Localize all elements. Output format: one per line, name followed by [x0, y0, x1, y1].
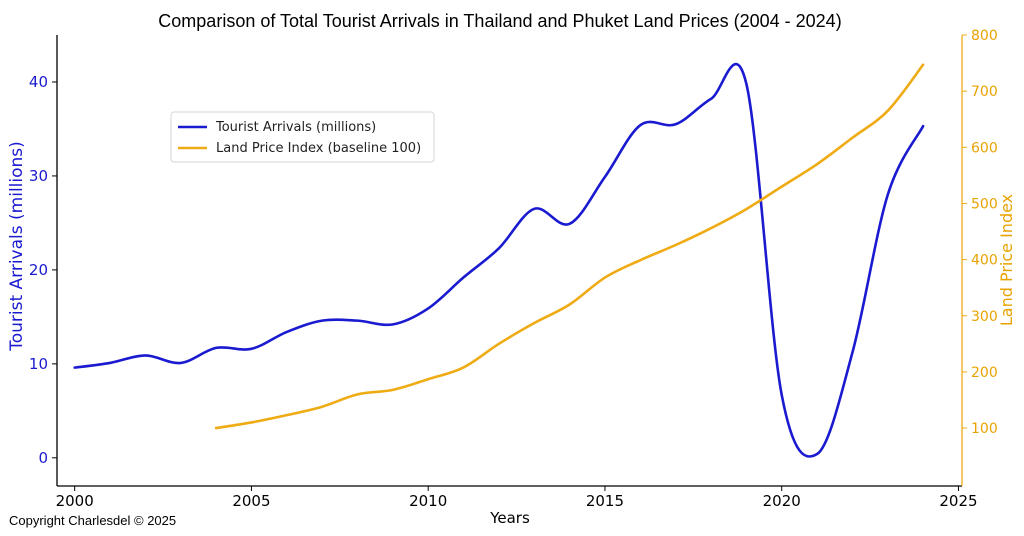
- legend: Tourist Arrivals (millions) Land Price I…: [170, 111, 435, 163]
- y-right-tick-label: 800: [971, 28, 998, 44]
- y-axis-left-label: Tourist Arrivals (millions): [7, 141, 27, 352]
- y-right-tick-label: 100: [971, 421, 998, 437]
- y-right-tick-label: 300: [971, 309, 998, 325]
- land-price-index-line: [214, 63, 925, 430]
- y-left-tick-label: 30: [29, 167, 48, 185]
- chart-title: Comparison of Total Tourist Arrivals in …: [158, 11, 841, 31]
- x-axis-label: Years: [489, 509, 530, 527]
- y-axis-right-label: Land Price Index: [997, 194, 1016, 326]
- x-tick-label: 2000: [56, 492, 94, 510]
- y-left-tick-label: 20: [29, 261, 48, 279]
- x-tick-label: 2010: [409, 492, 447, 510]
- y-right-tick-label: 200: [971, 365, 998, 381]
- y-left-tick-label: 0: [38, 449, 48, 467]
- tourist-arrivals-line: [73, 63, 925, 458]
- y-right-tick-label: 600: [971, 140, 998, 156]
- y-right-tick-label: 500: [971, 196, 998, 212]
- legend-label-tourist: Tourist Arrivals (millions): [215, 120, 376, 135]
- y-right-tick-label: 400: [971, 253, 998, 269]
- y-left-tick-label: 10: [29, 355, 48, 373]
- x-tick-label: 2005: [232, 492, 270, 510]
- series-lines: [73, 63, 925, 458]
- x-tick-label: 2020: [763, 492, 801, 510]
- axes: [56, 35, 963, 487]
- y-left-tick-label: 40: [29, 73, 48, 91]
- copyright-text: Copyright Charlesdel © 2025: [9, 513, 176, 528]
- ticks: 2000 2005 2010 2015 2020 2025 0 10 20 30 40 100 200 3…: [29, 28, 998, 510]
- x-tick-label: 2015: [586, 492, 624, 510]
- x-tick-label: 2025: [939, 492, 977, 510]
- legend-box: [170, 111, 435, 163]
- y-right-tick-label: 700: [971, 84, 998, 100]
- legend-label-land-price: Land Price Index (baseline 100): [216, 141, 421, 156]
